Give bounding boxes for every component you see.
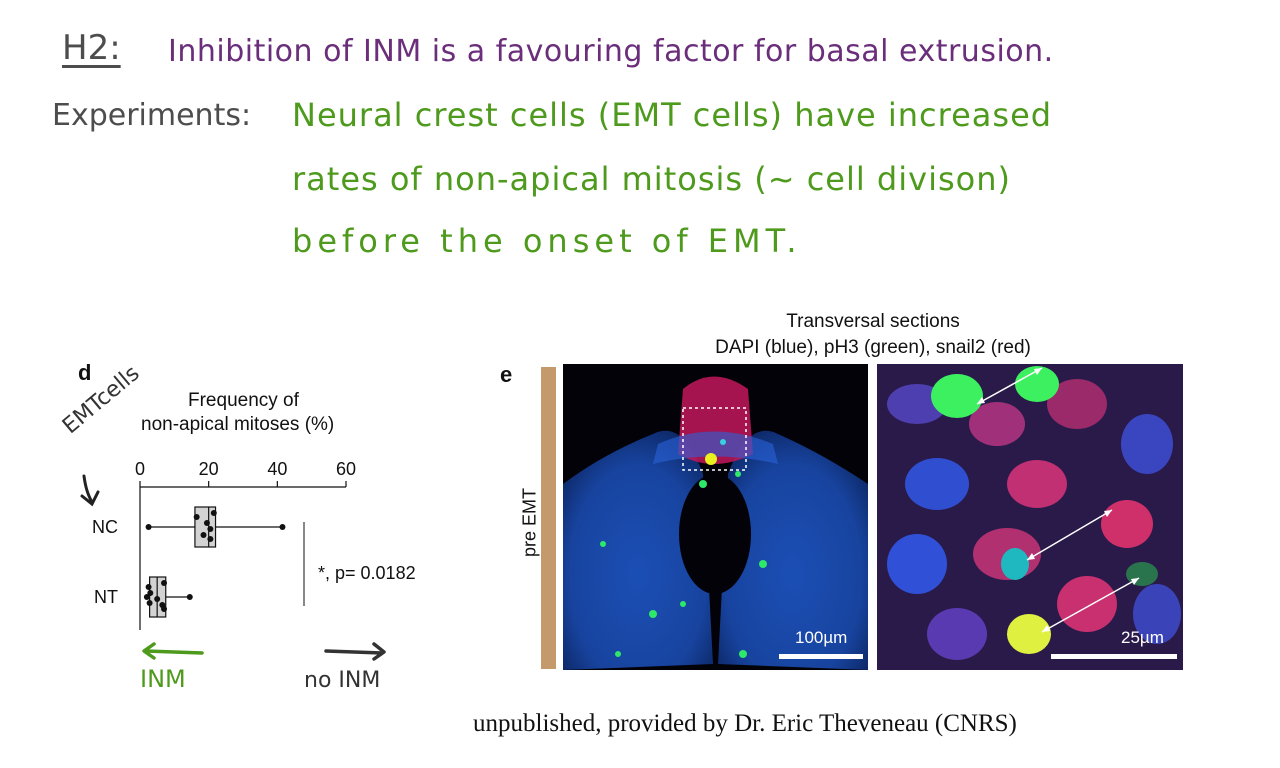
data-point [154,596,161,602]
data-point [186,594,193,600]
data-point [161,580,168,586]
experiments-line-3: before the onset of EMT. [292,222,802,260]
scale-bar-zoom [1051,654,1177,659]
scale-label-overview: 100µm [795,628,848,647]
panel-e-title-1: Transversal sections [786,311,960,332]
panel-e-letter: e [500,362,513,387]
significance-label: *, p= 0.0182 [318,563,416,583]
chart-title-line-2: non-apical mitoses (%) [141,414,335,435]
panel-d-letter: d [78,360,92,385]
data-point [207,526,214,532]
no-inm-arrow [324,642,386,661]
category-label: NC [92,517,118,537]
data-point [193,514,200,520]
data-point [207,536,214,542]
data-point [203,520,210,526]
hypothesis-label: H2: [62,28,121,68]
experiments-line-1: Neural crest cells (EMT cells) have incr… [292,96,1053,134]
panel-e-title-2: DAPI (blue), pH3 (green), snail2 (red) [715,337,1031,358]
data-point [147,590,154,596]
data-point [210,510,217,516]
data-point [145,584,152,590]
experiments-label: Experiments: [52,98,252,133]
x-tick-label: 40 [267,459,287,479]
data-point [145,524,152,530]
inm-arrow [142,642,204,660]
credit-line: unpublished, provided by Dr. Eric Theven… [473,710,1017,737]
category-label: NT [94,587,118,607]
scale-label-zoom: 25µm [1121,628,1164,647]
pre-emt-label: pre EMT [519,488,540,558]
data-point [146,600,153,606]
chart-title-line-1: Frequency of [188,390,299,411]
pre-emt-bar [541,367,556,669]
box-plot: 0 20 40 60 NC NT [92,459,356,630]
inm-label: INM [140,665,186,693]
no-inm-label: no INM [304,668,381,693]
hypothesis-text: Inhibition of INM is a favouring factor … [168,34,1054,69]
experiments-line-2: rates of non-apical mitosis (~ cell divi… [292,160,1011,198]
panel-d: d Frequency of non-apical mitoses (%) EM… [0,350,480,700]
x-tick-label: 0 [135,459,145,479]
data-point [143,594,150,600]
x-tick-label: 20 [199,459,219,479]
micrograph-overview: 100µm [563,364,868,670]
data-point [279,524,286,530]
micrograph-zoom: 25µm [877,364,1183,670]
emt-down-arrow [80,474,100,507]
x-tick-label: 60 [336,459,356,479]
data-point [200,532,207,538]
data-point [161,606,168,612]
scale-bar-overview [779,654,863,659]
